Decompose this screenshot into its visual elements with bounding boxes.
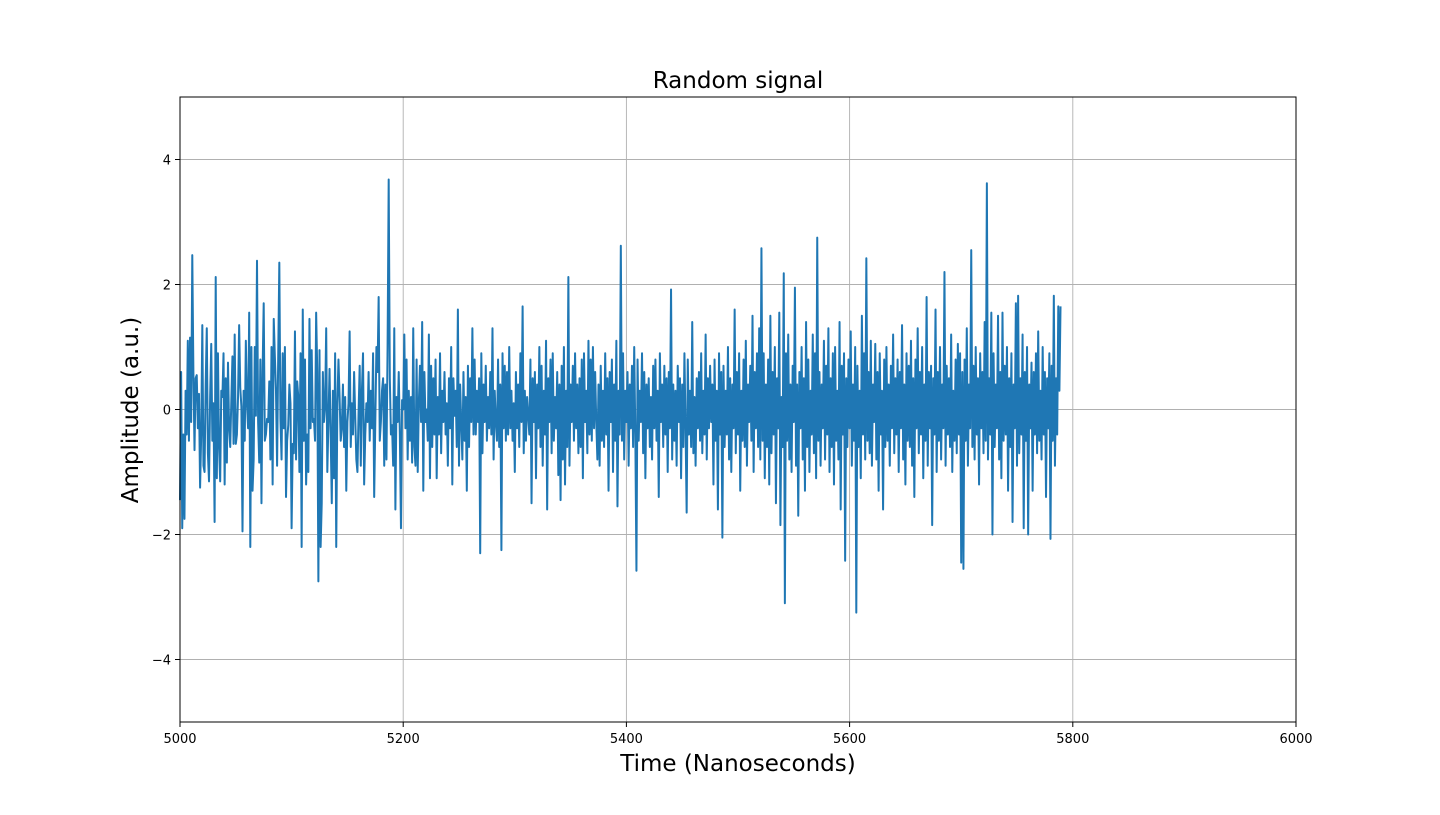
x-tick-label: 5000 — [163, 732, 196, 747]
x-tick-label: 5800 — [1056, 732, 1089, 747]
chart-title: Random signal — [653, 68, 824, 94]
y-tick-label: 2 — [163, 279, 171, 294]
y-tick-label: 4 — [163, 154, 171, 169]
y-axis-label: Amplitude (a.u.) — [118, 317, 144, 503]
x-tick-label: 5600 — [833, 732, 866, 747]
y-tick-label: 0 — [163, 404, 171, 419]
x-tick-label: 6000 — [1279, 732, 1312, 747]
x-axis-label: Time (Nanoseconds) — [619, 751, 856, 777]
series-layer — [179, 178, 1062, 614]
x-tick-label: 5200 — [387, 732, 420, 747]
y-tick-label: −2 — [152, 529, 171, 544]
series-line — [179, 178, 1062, 614]
x-tick-label: 5400 — [610, 732, 643, 747]
y-tick-label: −4 — [152, 654, 171, 669]
ticks: 5000 5200 5400 5600 5800 6000 −4 −2 0 2 4 — [152, 154, 1313, 748]
